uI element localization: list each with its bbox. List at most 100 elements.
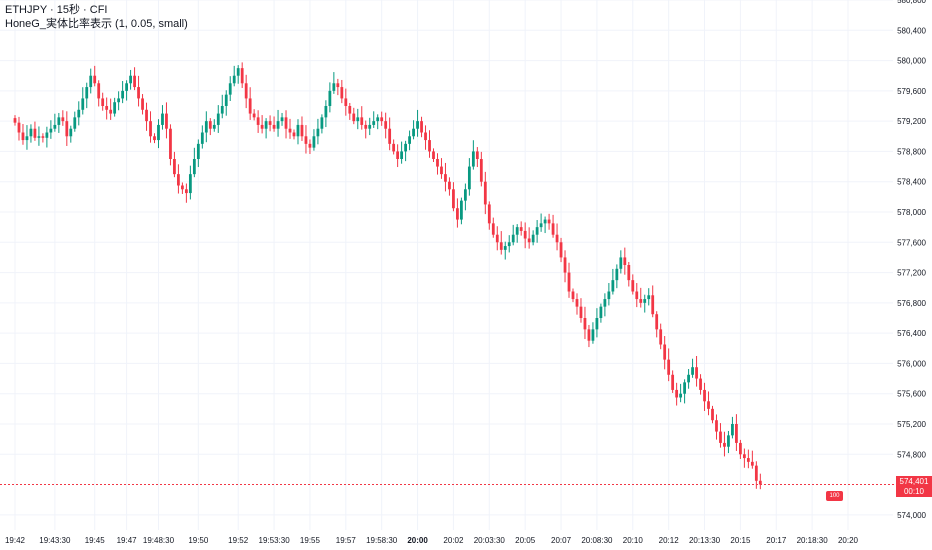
candle-body <box>460 200 463 220</box>
candle-body <box>424 132 427 141</box>
candle-body <box>535 227 539 235</box>
price-axis[interactable]: 580,800 580,400 580,000 579,600 579,200 578,8… <box>897 0 926 520</box>
candle-body <box>29 128 33 137</box>
candle-body <box>284 117 288 129</box>
candle-body <box>691 367 694 375</box>
candle-body <box>332 83 336 91</box>
candle-body <box>165 113 168 129</box>
candle-body <box>188 174 192 194</box>
time-axis[interactable]: 19:42 19:43:30 19:45 19:47 19:48:30 19:50 19:5… <box>5 536 859 545</box>
price-tick-label: 577,200 <box>897 269 926 278</box>
candle-body <box>320 117 324 129</box>
candle-body <box>308 143 312 148</box>
candle-body <box>376 117 380 122</box>
time-tick-label: 19:53:30 <box>259 536 291 545</box>
price-tick-label: 580,000 <box>897 57 926 66</box>
candle-body <box>408 136 411 144</box>
candle-body <box>579 306 583 318</box>
candle-body <box>69 128 73 137</box>
candle-body <box>463 189 467 201</box>
indicator-label[interactable]: HoneG_実体比率表示 (1, 0.05, small) <box>5 18 188 30</box>
candle-body <box>639 299 643 303</box>
candle-body <box>61 117 65 122</box>
price-tick-label: 578,000 <box>897 208 926 217</box>
candle-body <box>173 159 176 175</box>
price-tick-label: 580,800 <box>897 0 926 5</box>
price-tick-label: 579,200 <box>897 117 926 126</box>
time-tick-label: 19:42 <box>5 536 26 545</box>
candle-body <box>204 121 208 133</box>
candle-body <box>523 230 527 239</box>
candle-body <box>619 257 623 269</box>
candle-body <box>555 234 559 243</box>
candle-body <box>181 185 184 190</box>
time-tick-label: 19:52 <box>228 536 249 545</box>
candle-body <box>200 132 204 144</box>
price-tick-label: 574,000 <box>897 511 926 520</box>
chart-legend: ETHJPY · 15秒 · CFI HoneG_実体比率表示 (1, 0.05… <box>5 3 188 31</box>
candle-body <box>105 106 109 110</box>
time-tick-label: 20:00 <box>407 536 428 545</box>
candle-body <box>671 374 675 390</box>
candle-body <box>388 128 392 144</box>
volume-badge: 100 <box>826 491 843 501</box>
candle-body <box>53 124 57 129</box>
candle-body <box>248 98 252 114</box>
candle-body <box>169 128 172 159</box>
candle-body <box>145 109 148 122</box>
candle-body <box>177 174 180 186</box>
candle-body <box>89 75 93 88</box>
candle-body <box>153 136 156 141</box>
candle-body <box>137 87 140 99</box>
candle-body <box>420 121 423 133</box>
candle-body <box>715 420 718 432</box>
candle-body <box>17 122 21 133</box>
candle-body <box>93 75 97 84</box>
candle-body <box>348 106 352 114</box>
candle-body <box>627 265 631 281</box>
candle-body <box>440 166 443 175</box>
candle-body <box>483 181 487 205</box>
candle-body <box>208 121 212 129</box>
candle-body <box>324 106 328 118</box>
candle-body <box>264 121 268 129</box>
candle-body <box>244 83 248 99</box>
time-tick-label: 19:45 <box>85 536 106 545</box>
candle-body <box>260 124 264 129</box>
candle-body <box>563 257 567 273</box>
time-tick-label: 20:17 <box>766 536 787 545</box>
candle-body <box>571 291 575 300</box>
candle-body <box>280 117 284 122</box>
candle-body <box>21 132 25 141</box>
time-tick-label: 20:13:30 <box>689 536 721 545</box>
candle-body <box>73 117 77 129</box>
price-tick-label: 577,600 <box>897 238 926 247</box>
candle-body <box>507 242 511 247</box>
candle-body <box>467 166 471 190</box>
candle-body <box>25 136 29 141</box>
time-tick-label: 19:57 <box>336 536 357 545</box>
time-tick-label: 20:18:30 <box>797 536 829 545</box>
candle-body <box>192 159 196 175</box>
candle-body <box>157 124 160 141</box>
candle-body <box>750 461 754 466</box>
candle-body <box>499 242 503 250</box>
candle-body <box>400 151 404 159</box>
candle-body <box>113 102 117 114</box>
time-tick-label: 19:43:30 <box>39 536 71 545</box>
candle-body <box>412 128 415 137</box>
candle-body <box>456 208 459 220</box>
candle-body <box>591 329 595 341</box>
price-tick-label: 579,600 <box>897 87 926 96</box>
candle-body <box>452 189 455 209</box>
candle-body <box>595 318 599 330</box>
candle-body <box>475 151 479 159</box>
candle-body <box>368 124 372 129</box>
candle-body <box>121 90 125 99</box>
candle-body <box>236 68 240 76</box>
candle-body <box>117 98 121 103</box>
candle-body <box>575 299 579 307</box>
candle-body <box>543 219 547 224</box>
symbol-title[interactable]: ETHJPY · 15秒 · CFI <box>5 4 108 16</box>
